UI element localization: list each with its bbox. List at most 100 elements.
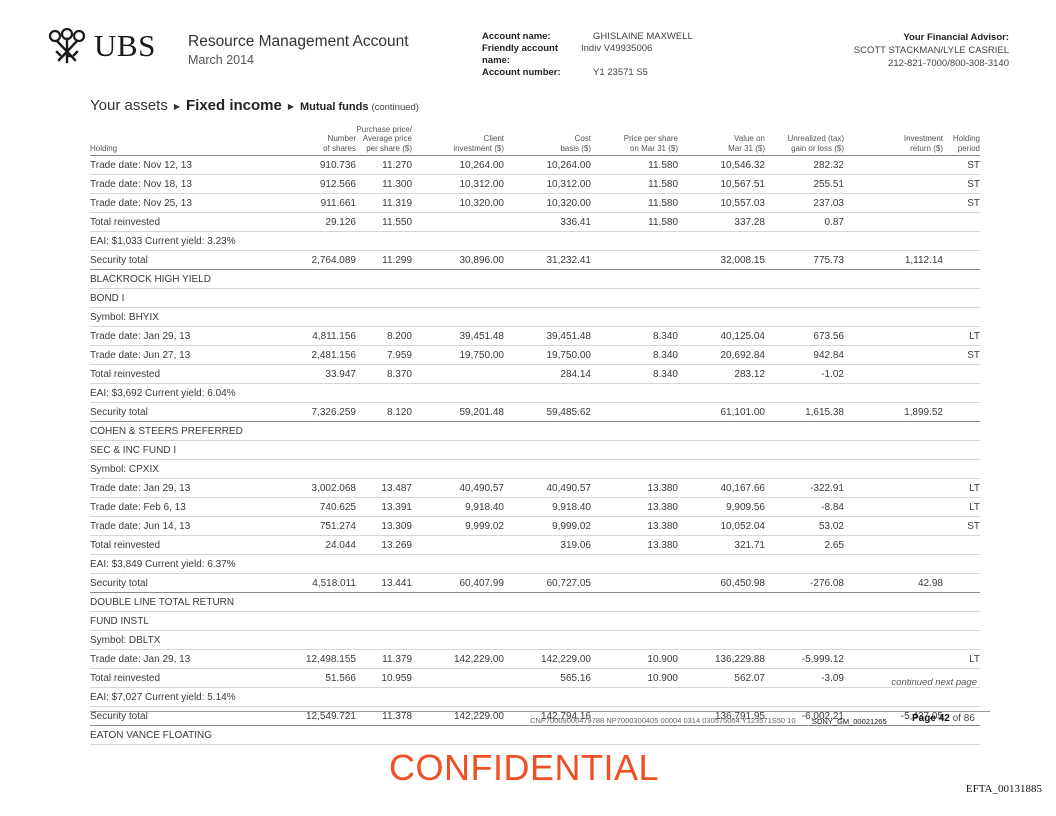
cell-unreal: 53.02 — [818, 521, 844, 532]
cell-cost: 10,264.00 — [546, 160, 592, 171]
cell-price: 8.200 — [386, 331, 412, 342]
col-cost-basis-line2: basis ($) — [560, 143, 591, 153]
cell-shares: 740.625 — [319, 502, 356, 513]
table-row: Trade date: Nov 25, 13 911.661 11.319 10,32… — [90, 194, 980, 213]
cell-shares: 12,498.155 — [305, 654, 356, 665]
cell-period: ST — [967, 350, 980, 361]
table-row: EAI: $1,033 Current yield: 3.23% — [90, 232, 980, 251]
cell-holding: FUND INSTL — [90, 616, 149, 627]
page-total: of 86 — [952, 713, 975, 724]
cell-holding: Total reinvested — [90, 369, 161, 380]
cell-period: ST — [967, 179, 980, 190]
cell-holding: Symbol: BHYIX — [90, 312, 159, 323]
cell-holding: Security total — [90, 578, 148, 589]
cell-price: 13.487 — [381, 483, 412, 494]
col-unrealized: Unrealized (tax) gain or loss ($) — [788, 134, 844, 153]
col-number-of-shares-line1: Number — [327, 134, 356, 143]
breadcrumb-arrow-icon: ▶ — [173, 102, 180, 111]
cell-holding: Security total — [90, 255, 148, 266]
table-row: EAI: $3,849 Current yield: 6.37% — [90, 555, 980, 574]
cell-value: 136,791.95 — [714, 711, 765, 722]
cell-client: 10,320.00 — [459, 198, 505, 209]
cell-holding: Symbol: CPXIX — [90, 464, 159, 475]
cell-holding: Total reinvested — [90, 673, 161, 684]
cell-holding: EAI: $3,692 Current yield: 6.04% — [90, 388, 236, 399]
cell-cost: 59,485.62 — [546, 407, 592, 418]
cell-shares: 51.566 — [325, 673, 356, 684]
table-row: Total reinvested 24.044 13.269 319.06 13.380… — [90, 536, 980, 555]
friendly-name-value: Indiv V49935006 — [581, 43, 653, 54]
cell-holding: Symbol: DBLTX — [90, 635, 161, 646]
cell-cost: 336.41 — [560, 217, 591, 228]
col-purchase-price-line2: Average price — [362, 134, 412, 143]
table-row: Security total 12,549.721 11.378 142,229.00… — [90, 707, 980, 726]
cell-client: 60,407.99 — [459, 578, 505, 589]
cell-holding: Trade date: Jun 14, 13 — [90, 521, 191, 532]
table-row: Trade date: Jun 14, 13 751.274 13.309 9,999… — [90, 517, 980, 536]
cell-value: 10,052.04 — [720, 521, 766, 532]
table-row: COHEN & STEERS PREFERRED — [90, 422, 980, 441]
cell-cost: 9,918.40 — [552, 502, 591, 513]
cell-value: 40,125.04 — [720, 331, 766, 342]
cell-client: 9,999.02 — [465, 521, 504, 532]
keys-logo-icon — [48, 28, 86, 64]
cell-ret: -5,437.05 — [900, 711, 943, 722]
col-client-investment-line2: investment ($) — [453, 143, 504, 153]
cell-holding: EAI: $1,033 Current yield: 3.23% — [90, 236, 236, 247]
advisor-label: Your Financial Advisor: — [903, 32, 1009, 43]
cell-period: ST — [967, 198, 980, 209]
footer-divider — [90, 711, 990, 712]
breadcrumb-arrow-icon: ▶ — [287, 102, 294, 111]
cell-cost: 142,794.16 — [540, 711, 591, 722]
cell-client: 30,896.00 — [459, 255, 505, 266]
col-purchase-price: Purchase price/ Average price per share … — [356, 125, 412, 154]
advisor-name: SCOTT STACKMAN/LYLE CASRIEL — [853, 45, 1009, 56]
cell-shares: 2,481.156 — [311, 350, 357, 361]
cell-holding: EAI: $3,849 Current yield: 6.37% — [90, 559, 236, 570]
cell-shares: 29.126 — [325, 217, 356, 228]
cell-ret: 1,899.52 — [904, 407, 943, 418]
cell-client: 9,918.40 — [465, 502, 504, 513]
cell-unreal: -3.09 — [821, 673, 844, 684]
cell-client: 19,750.00 — [459, 350, 505, 361]
breadcrumb-mutual-funds: Mutual funds — [300, 101, 369, 113]
cell-pps: 10.900 — [647, 654, 678, 665]
cell-unreal: 0.87 — [824, 217, 844, 228]
col-investment-return: Investment return ($) — [904, 134, 943, 153]
table-row: Trade date: Feb 6, 13 740.625 13.391 9,918.… — [90, 498, 980, 517]
cell-unreal: 282.32 — [813, 160, 844, 171]
table-row: FUND INSTL — [90, 612, 980, 631]
cell-holding: Security total — [90, 407, 148, 418]
col-number-of-shares: Number of shares — [323, 134, 356, 153]
cell-pps: 8.340 — [652, 331, 678, 342]
cell-pps: 10.900 — [647, 673, 678, 684]
account-name-label: Account name: — [482, 31, 551, 42]
account-number-row: Account number: Y1 23571 S5 — [482, 67, 693, 79]
col-holding: Holding — [90, 143, 118, 153]
col-price-per-share-line2: on Mar 31 ($) — [629, 143, 678, 153]
col-value-on-line1: Value on — [734, 134, 765, 143]
cell-value: 321.71 — [734, 540, 765, 551]
cell-cost: 31,232.41 — [546, 255, 592, 266]
financial-advisor: Your Financial Advisor: SCOTT STACKMAN/L… — [854, 31, 1009, 70]
table-row: Trade date: Jun 27, 13 2,481.156 7.959 19,7… — [90, 346, 980, 365]
cell-pps: 11.580 — [648, 179, 678, 190]
cell-value: 40,167.66 — [720, 483, 766, 494]
cell-value: 32,008.15 — [720, 255, 766, 266]
cell-pps: 13.380 — [647, 540, 678, 551]
cell-price: 11.300 — [382, 179, 412, 190]
cell-holding: EATON VANCE FLOATING — [90, 730, 213, 741]
col-holding-period-line1: Holding — [952, 134, 980, 143]
cell-shares: 912.566 — [319, 179, 356, 190]
col-client-investment: Client investment ($) — [453, 134, 504, 153]
cell-unreal: 673.56 — [813, 331, 844, 342]
cell-client: 142,229.00 — [453, 711, 504, 722]
cell-cost: 284.14 — [560, 369, 591, 380]
cell-holding: EAI: $7,027 Current yield: 5.14% — [90, 692, 236, 703]
cell-price: 8.120 — [386, 407, 412, 418]
cell-shares: 3,002.068 — [311, 483, 357, 494]
footer-document-code: CNP70009006479788 NP7000300405 00004 031… — [530, 716, 796, 725]
cell-shares: 12,549.721 — [305, 711, 356, 722]
page-label: Page — [912, 713, 936, 724]
table-row: Security total 4,518.011 13.441 60,407.99 60… — [90, 574, 980, 593]
